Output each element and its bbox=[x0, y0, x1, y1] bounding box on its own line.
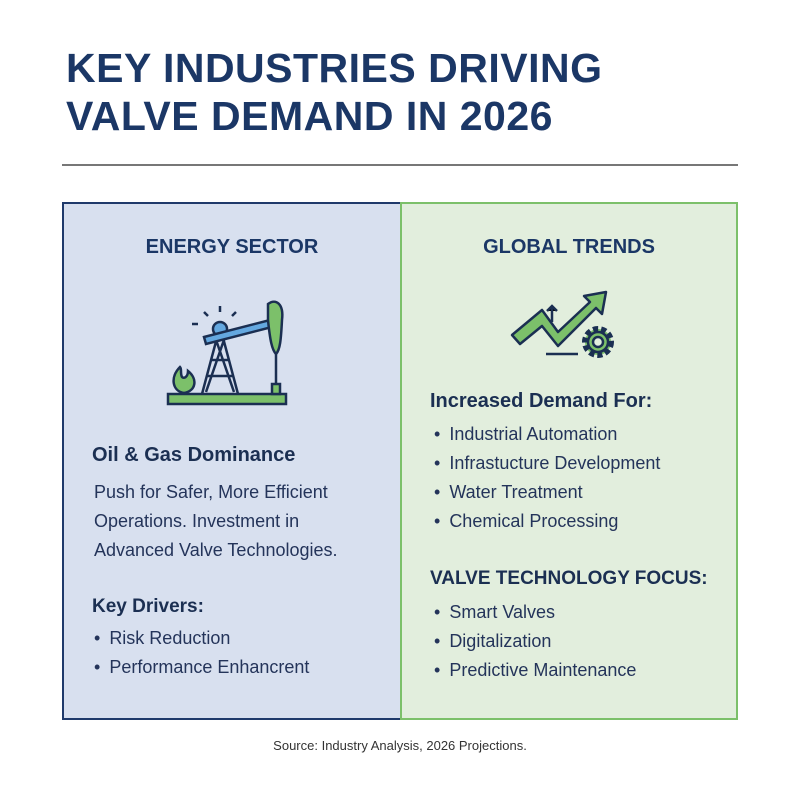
drivers-list: Risk Reduction Performance Enhancrent bbox=[94, 624, 309, 682]
tech-list: Smart Valves Digitalization Predictive M… bbox=[434, 598, 636, 685]
list-item: Chemical Processing bbox=[434, 507, 660, 536]
text-line: Advanced Valve Technologies. bbox=[94, 540, 338, 560]
divider bbox=[62, 164, 738, 166]
oil-pump-jack-icon bbox=[166, 300, 288, 406]
list-item: Industrial Automation bbox=[434, 420, 660, 449]
valve-tech-heading: VALVE TECHNOLOGY FOCUS: bbox=[430, 568, 708, 589]
energy-description: Push for Safer, More Efficient Operation… bbox=[94, 478, 338, 565]
text-line: Push for Safer, More Efficient bbox=[94, 482, 328, 502]
list-item: Risk Reduction bbox=[94, 624, 309, 653]
oil-gas-subheading: Oil & Gas Dominance bbox=[92, 444, 296, 466]
title-line: KEY INDUSTRIES DRIVING bbox=[66, 45, 603, 91]
growth-arrow-gear-icon bbox=[510, 290, 614, 358]
source-note: Source: Industry Analysis, 2026 Projecti… bbox=[273, 738, 527, 753]
list-item: Performance Enhancrent bbox=[94, 653, 309, 682]
increased-demand-heading: Increased Demand For: bbox=[430, 390, 653, 412]
list-item: Smart Valves bbox=[434, 598, 636, 627]
page-title: KEY INDUSTRIES DRIVING VALVE DEMAND IN 20… bbox=[66, 44, 603, 140]
trends-heading: GLOBAL TRENDS bbox=[483, 236, 655, 258]
list-item: Infrastucture Development bbox=[434, 449, 660, 478]
title-line: VALVE DEMAND IN 2026 bbox=[66, 93, 553, 139]
global-trends-panel: GLOBAL TRENDS Increased Demand For: Indu… bbox=[400, 202, 738, 720]
list-item: Water Treatment bbox=[434, 478, 660, 507]
list-item: Predictive Maintenance bbox=[434, 656, 636, 685]
text-line: Operations. Investment in bbox=[94, 511, 300, 531]
key-drivers-heading: Key Drivers: bbox=[92, 596, 204, 617]
list-item: Digitalization bbox=[434, 627, 636, 656]
demand-list: Industrial Automation Infrastucture Deve… bbox=[434, 420, 660, 536]
energy-heading: ENERGY SECTOR bbox=[145, 236, 319, 258]
energy-sector-panel: ENERGY SECTOR Oil & Gas Dominance Push f… bbox=[62, 202, 402, 720]
